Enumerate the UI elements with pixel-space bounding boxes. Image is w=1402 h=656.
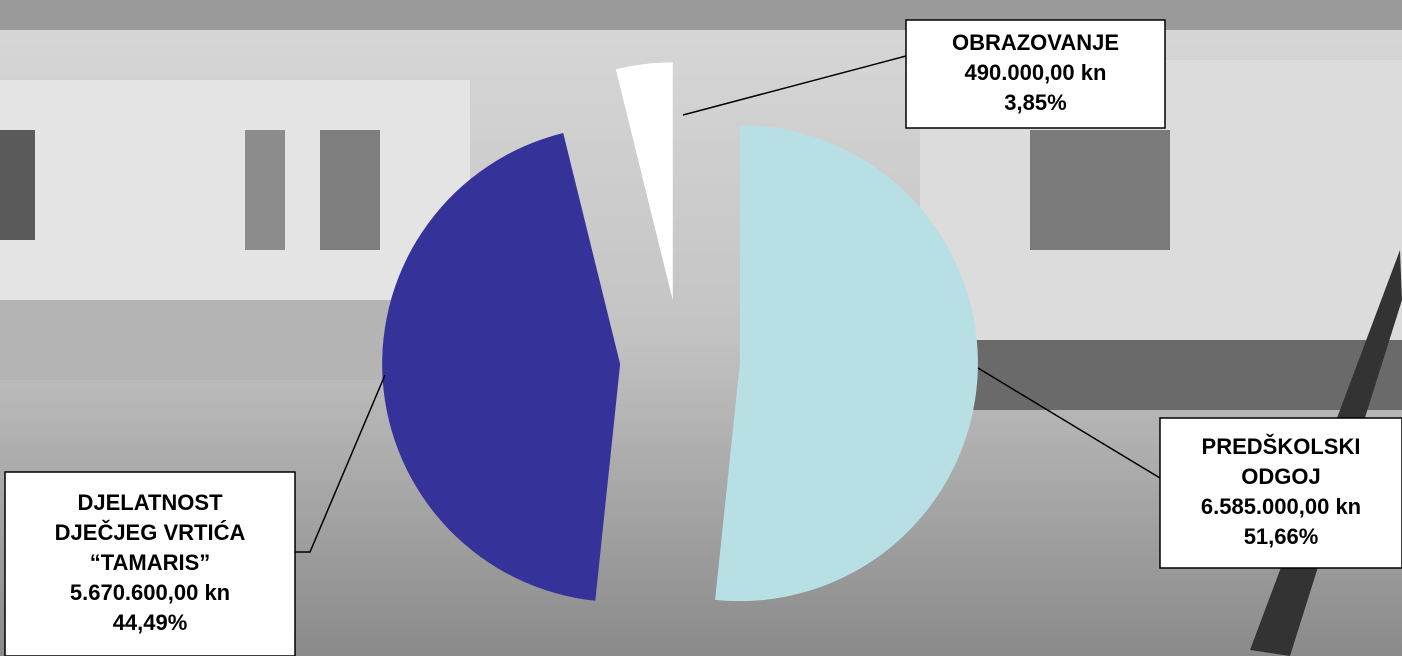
pie-slice — [615, 62, 673, 301]
slice-label: OBRAZOVANJE — [952, 30, 1119, 55]
label-box — [4, 471, 296, 656]
slice-label: 3,85% — [1004, 90, 1066, 115]
slice-label: DJELATNOST — [77, 490, 223, 515]
leader-line — [295, 374, 386, 553]
leader-line — [977, 367, 1161, 479]
pie-slice — [715, 125, 978, 602]
slice-label: PREDŠKOLSKI — [1202, 434, 1361, 459]
slice-label: 44,49% — [113, 610, 188, 635]
label-box — [1159, 417, 1402, 569]
slice-label: 490.000,00 kn — [965, 60, 1107, 85]
slice-label: 51,66% — [1244, 524, 1319, 549]
slice-label: ODGOJ — [1241, 464, 1320, 489]
slice-label: 6.585.000,00 kn — [1201, 494, 1361, 519]
leader-line — [682, 55, 907, 116]
slice-label: DJEČJEG VRTIĆA — [55, 520, 246, 545]
slice-label: 5.670.600,00 kn — [70, 580, 230, 605]
label-box — [905, 19, 1166, 129]
pie-slice — [382, 133, 621, 601]
slice-label: “TAMARIS” — [90, 550, 211, 575]
